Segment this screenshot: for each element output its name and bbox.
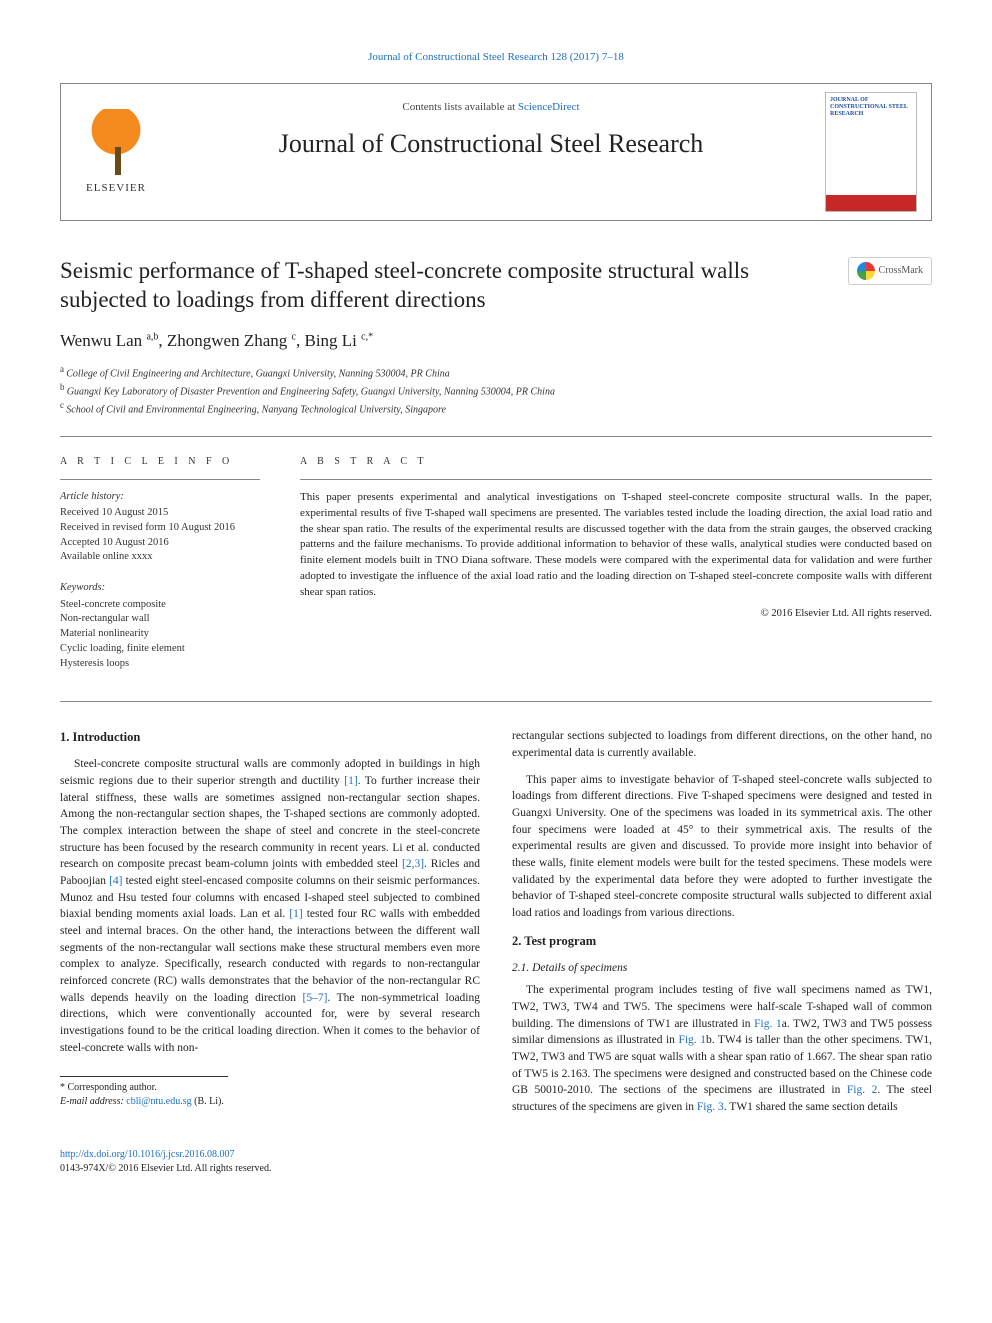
journal-title: Journal of Constructional Steel Research bbox=[181, 126, 801, 162]
corr-email-who: (B. Li). bbox=[194, 1096, 224, 1107]
intro-p2: This paper aims to investigate behavior … bbox=[512, 772, 932, 922]
ref-2-3-link[interactable]: [2,3] bbox=[402, 858, 424, 870]
fig1a-link[interactable]: Fig. 1 bbox=[754, 1018, 782, 1030]
section-1-title: 1. Introduction bbox=[60, 728, 480, 746]
keywords-block: Keywords: Steel-concrete compositeNon-re… bbox=[60, 581, 260, 671]
rule-abstract bbox=[300, 479, 932, 480]
ref-4-link[interactable]: [4] bbox=[109, 875, 122, 887]
crossmark-label: CrossMark bbox=[879, 264, 923, 278]
fig2-link[interactable]: Fig. 2 bbox=[847, 1084, 878, 1096]
page-footer: http://dx.doi.org/10.1016/j.jcsr.2016.08… bbox=[60, 1148, 932, 1176]
intro-p1: Steel-concrete composite structural wall… bbox=[60, 756, 480, 1056]
abstract-copyright: © 2016 Elsevier Ltd. All rights reserved… bbox=[300, 607, 932, 622]
fig3-link[interactable]: Fig. 3 bbox=[697, 1101, 724, 1113]
contents-prefix: Contents lists available at bbox=[402, 101, 517, 113]
affiliations: a College of Civil Engineering and Archi… bbox=[60, 363, 932, 418]
body-columns: 1. Introduction Steel-concrete composite… bbox=[60, 728, 932, 1126]
author-sup: c,* bbox=[361, 331, 373, 342]
top-journal-link[interactable]: Journal of Constructional Steel Research… bbox=[368, 51, 624, 63]
author-name: Wenwu Lan bbox=[60, 331, 146, 350]
info-abstract-row: a r t i c l e i n f o Article history: R… bbox=[60, 455, 932, 688]
author-sup: c bbox=[292, 331, 296, 342]
history-line: Accepted 10 August 2016 bbox=[60, 536, 260, 551]
affil-sup: b bbox=[60, 382, 67, 392]
keywords-hdr: Keywords: bbox=[60, 581, 260, 596]
authors-line: Wenwu Lan a,b, Zhongwen Zhang c, Bing Li… bbox=[60, 329, 932, 353]
keyword-line: Cyclic loading, finite element bbox=[60, 642, 260, 657]
affiliation-line: c School of Civil and Environmental Engi… bbox=[60, 399, 932, 417]
rule-top bbox=[60, 436, 932, 437]
corr-line1: * Corresponding author. bbox=[60, 1081, 228, 1095]
publisher-cell: ELSEVIER bbox=[61, 84, 171, 220]
affil-sup: c bbox=[60, 400, 66, 410]
keyword-line: Steel-concrete composite bbox=[60, 598, 260, 613]
history-line: Available online xxxx bbox=[60, 550, 260, 565]
intro-p1-b: . To further increase their lateral stif… bbox=[60, 775, 480, 870]
fig1b-link[interactable]: Fig. 1 bbox=[678, 1034, 706, 1046]
sciencedirect-link[interactable]: ScienceDirect bbox=[518, 101, 580, 113]
page-root: Journal of Constructional Steel Research… bbox=[0, 0, 992, 1216]
corresponding-note: * Corresponding author. E-mail address: … bbox=[60, 1076, 228, 1109]
affiliation-line: a College of Civil Engineering and Archi… bbox=[60, 363, 932, 381]
intro-p1-cont: rectangular sections subjected to loadin… bbox=[512, 728, 932, 761]
issn-copyright: 0143-974X/© 2016 Elsevier Ltd. All right… bbox=[60, 1162, 932, 1176]
keyword-line: Material nonlinearity bbox=[60, 627, 260, 642]
history-line: Received 10 August 2015 bbox=[60, 506, 260, 521]
publisher-name: ELSEVIER bbox=[86, 181, 146, 196]
history-block: Article history: Received 10 August 2015… bbox=[60, 490, 260, 565]
ref-1b-link[interactable]: [1] bbox=[289, 908, 302, 920]
cover-cell: JOURNAL OF CONSTRUCTIONAL STEEL RESEARCH bbox=[811, 84, 931, 220]
abstract-text: This paper presents experimental and ana… bbox=[300, 490, 932, 602]
top-journal-ref: Journal of Constructional Steel Research… bbox=[60, 50, 932, 65]
corr-email-label: E-mail address: bbox=[60, 1096, 124, 1107]
rule-bottom bbox=[60, 701, 932, 702]
s21-p1: The experimental program includes testin… bbox=[512, 982, 932, 1115]
elsevier-tree-icon bbox=[81, 109, 151, 179]
crossmark-badge[interactable]: CrossMark bbox=[848, 257, 932, 285]
elsevier-logo: ELSEVIER bbox=[81, 109, 151, 196]
history-lines: Received 10 August 2015Received in revis… bbox=[60, 506, 260, 565]
affil-sup: a bbox=[60, 364, 66, 374]
contents-line: Contents lists available at ScienceDirec… bbox=[181, 100, 801, 115]
keyword-line: Non-rectangular wall bbox=[60, 612, 260, 627]
title-row: Seismic performance of T-shaped steel-co… bbox=[60, 257, 932, 315]
author-name: Zhongwen Zhang bbox=[167, 331, 292, 350]
section-2-title: 2. Test program bbox=[512, 932, 932, 950]
ref-5-7-link[interactable]: [5–7] bbox=[303, 992, 328, 1004]
corr-label: Corresponding author. bbox=[68, 1082, 157, 1093]
article-title: Seismic performance of T-shaped steel-co… bbox=[60, 257, 832, 315]
cover-title: JOURNAL OF CONSTRUCTIONAL STEEL RESEARCH bbox=[830, 97, 912, 117]
keyword-lines: Steel-concrete compositeNon-rectangular … bbox=[60, 598, 260, 671]
abstract-label: a b s t r a c t bbox=[300, 455, 932, 469]
journal-cover-thumb: JOURNAL OF CONSTRUCTIONAL STEEL RESEARCH bbox=[825, 92, 917, 212]
section-2-1-title: 2.1. Details of specimens bbox=[512, 960, 932, 977]
s21-e: . TW1 shared the same section details bbox=[724, 1101, 898, 1113]
doi-link[interactable]: http://dx.doi.org/10.1016/j.jcsr.2016.08… bbox=[60, 1149, 235, 1160]
history-hdr: Article history: bbox=[60, 490, 260, 505]
journal-header-mid: Contents lists available at ScienceDirec… bbox=[171, 84, 811, 220]
journal-header-box: ELSEVIER Contents lists available at Sci… bbox=[60, 83, 932, 221]
author-sup: a,b bbox=[146, 331, 158, 342]
article-info-col: a r t i c l e i n f o Article history: R… bbox=[60, 455, 260, 688]
ref-1-link[interactable]: [1] bbox=[344, 775, 357, 787]
abstract-col: a b s t r a c t This paper presents expe… bbox=[300, 455, 932, 688]
affiliation-line: b Guangxi Key Laboratory of Disaster Pre… bbox=[60, 381, 932, 399]
corr-email-link[interactable]: cbli@ntu.edu.sg bbox=[126, 1096, 191, 1107]
article-info-label: a r t i c l e i n f o bbox=[60, 455, 260, 469]
corr-star: * bbox=[60, 1082, 65, 1093]
keyword-line: Hysteresis loops bbox=[60, 657, 260, 672]
history-line: Received in revised form 10 August 2016 bbox=[60, 521, 260, 536]
author-name: Bing Li bbox=[304, 331, 361, 350]
crossmark-icon bbox=[857, 262, 875, 280]
intro-p1-e: tested four RC walls with embedded steel… bbox=[60, 908, 480, 1003]
rule-info bbox=[60, 479, 260, 480]
cover-red-band bbox=[826, 195, 916, 211]
corr-line2: E-mail address: cbli@ntu.edu.sg (B. Li). bbox=[60, 1095, 228, 1109]
